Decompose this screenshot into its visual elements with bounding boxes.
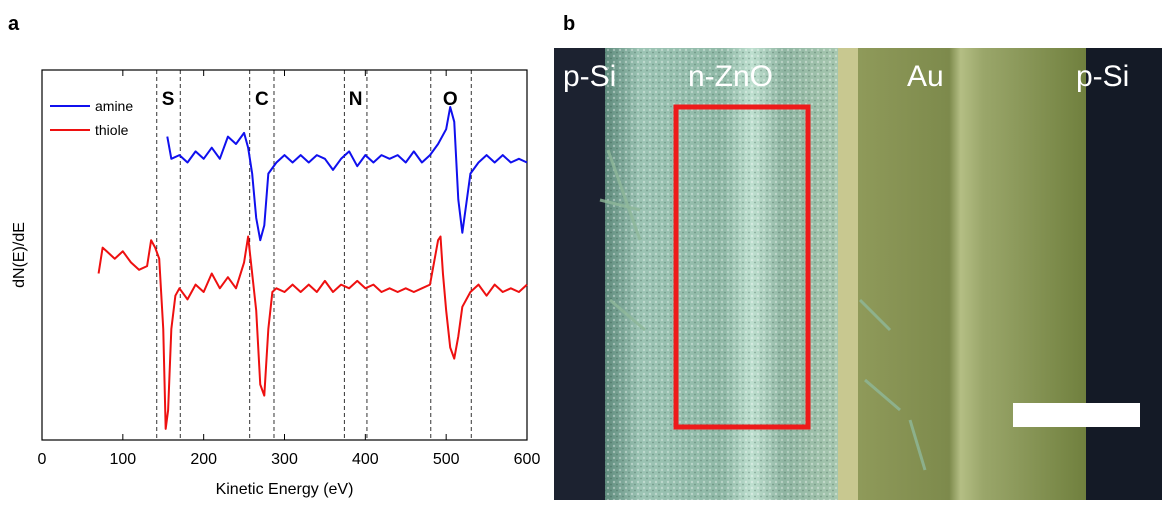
- image-label: Au: [907, 60, 944, 93]
- x-tick-label: 400: [352, 451, 379, 468]
- y-axis-label: dN(E)/dE: [11, 222, 28, 288]
- data-line: [97, 235, 528, 430]
- x-tick-label: 100: [109, 451, 136, 468]
- element-label: O: [443, 89, 458, 110]
- legend-label: thiole: [95, 122, 129, 138]
- image-label: n-ZnO: [688, 60, 773, 93]
- panel-label: a: [8, 13, 20, 35]
- x-tick-label: 300: [271, 451, 298, 468]
- element-label: S: [162, 89, 175, 110]
- x-tick-label: 500: [433, 451, 460, 468]
- image-label: p-Si: [1076, 60, 1129, 93]
- sem-image: p-Si n-ZnO Au p-Si: [554, 48, 1162, 500]
- x-tick-label: 200: [190, 451, 217, 468]
- x-tick-label: 600: [514, 451, 541, 468]
- element-label: N: [349, 89, 363, 110]
- legend-label: amine: [95, 98, 133, 114]
- x-tick-label: 0: [38, 451, 47, 468]
- image-label: p-Si: [563, 60, 616, 93]
- element-label: C: [255, 89, 269, 110]
- x-axis-label: Kinetic Energy (eV): [216, 481, 354, 498]
- data-line: [166, 106, 528, 242]
- panel-label: b: [563, 13, 575, 35]
